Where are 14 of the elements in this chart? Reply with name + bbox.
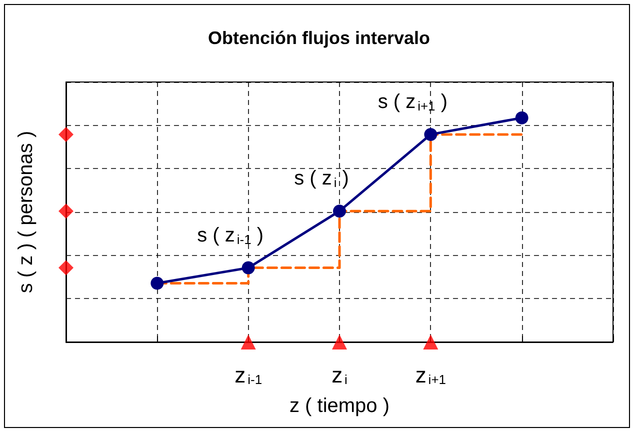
point xyxy=(58,126,74,142)
chart-title: Obtención flujos intervalo xyxy=(208,28,430,48)
point xyxy=(240,334,256,350)
point xyxy=(332,334,347,350)
point xyxy=(515,111,528,124)
point xyxy=(58,204,74,219)
point xyxy=(58,260,74,276)
point xyxy=(423,334,438,350)
point xyxy=(150,276,164,290)
x-axis-title: z ( tiempo ) xyxy=(289,395,390,417)
point xyxy=(242,261,255,274)
y-axis-title: s ( z ) ( personas ) xyxy=(15,130,37,294)
point xyxy=(333,204,346,218)
point xyxy=(424,128,438,141)
